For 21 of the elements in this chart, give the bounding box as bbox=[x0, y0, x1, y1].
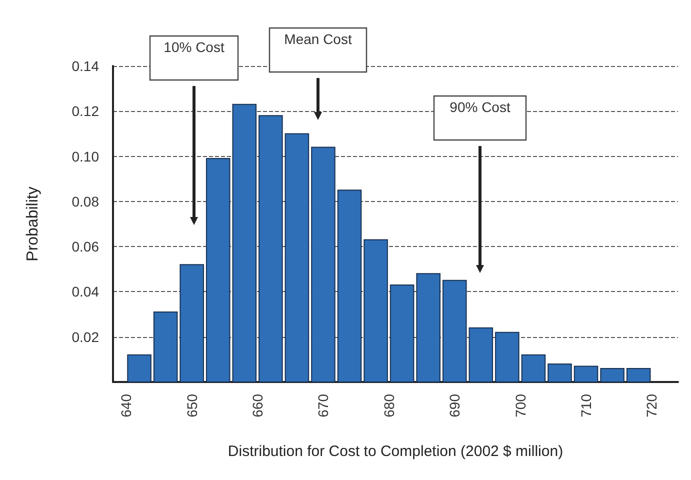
x-tick-label: 720 bbox=[644, 394, 660, 418]
x-tick-label: 700 bbox=[512, 394, 528, 418]
x-tick-label: 690 bbox=[446, 394, 463, 418]
x-tick-label: 660 bbox=[250, 394, 266, 418]
y-tick-label: 0.08 bbox=[72, 193, 100, 210]
x-tick-label: 710 bbox=[578, 394, 594, 418]
x-tick-label: 680 bbox=[380, 394, 397, 418]
y-tick-label: 0.04 bbox=[72, 284, 100, 300]
x-tick-label: 650 bbox=[184, 394, 200, 418]
x-axis-title: Distribution for Cost to Completion (2002 $ million) bbox=[228, 443, 564, 460]
text: 10% Cost bbox=[164, 39, 224, 55]
text: Mean Cost bbox=[284, 31, 352, 47]
y-tick-label: 0.12 bbox=[72, 103, 100, 120]
y-tick-label: 0.02 bbox=[72, 328, 100, 345]
y-tick-label: 0.06 bbox=[72, 238, 100, 255]
x-tick-label: 670 bbox=[315, 394, 332, 418]
x-tick-label: 640 bbox=[118, 394, 134, 418]
y-axis-title: Probability bbox=[24, 186, 42, 262]
y-tick-label: 0.14 bbox=[72, 58, 100, 74]
y-tick-label: 0.10 bbox=[72, 148, 100, 164]
annotation: 90% Cost bbox=[450, 99, 510, 115]
